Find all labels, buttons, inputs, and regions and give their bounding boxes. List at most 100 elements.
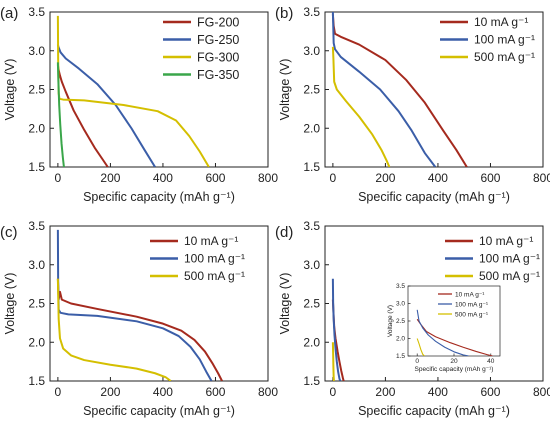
panel-b-x-axis-title: Specific capacity (mAh g⁻¹) bbox=[358, 190, 510, 204]
panel-b-series-line-2 bbox=[331, 46, 391, 167]
panel-d-inset-legend: 10 mA g⁻¹ 100 mA g⁻¹ 500 mA g⁻¹ bbox=[438, 291, 489, 318]
panel-d-inset-x-tick-label: 40 bbox=[487, 358, 495, 365]
panel-d-legend-label-0: 10 mA g⁻¹ bbox=[479, 234, 533, 248]
panel-b-y-tick-label: 3.0 bbox=[303, 44, 320, 58]
panel-b-legend-label-0: 10 mA g⁻¹ bbox=[474, 15, 528, 29]
panel-b-legend-label-1: 100 mA g⁻¹ bbox=[474, 33, 535, 47]
panel-b-x-tick-label: 800 bbox=[533, 171, 550, 185]
panel-d-y-tick-label: 3.0 bbox=[303, 258, 320, 272]
panel-c-y-tick-label: 2.5 bbox=[28, 297, 45, 311]
panel-a-x-tick-label: 200 bbox=[100, 171, 120, 185]
panel-d-inset-legend-label-1: 100 mA g⁻¹ bbox=[455, 301, 489, 308]
panel-c-x-axis-title: Specific capacity (mAh g⁻¹) bbox=[83, 404, 235, 418]
panel-c-x-tick-label: 200 bbox=[100, 385, 120, 399]
panel-d-label: (d) bbox=[275, 224, 293, 241]
panel-c-plot-frame bbox=[49, 225, 269, 382]
panel-a-legend: FG-200 FG-250 FG-300 FG-350 bbox=[163, 15, 239, 82]
panel-b-y-tick-label: 3.5 bbox=[303, 5, 320, 19]
panel-d-inset-y-tick-label: 2.5 bbox=[396, 318, 405, 325]
panel-a-series-line-0 bbox=[56, 64, 109, 167]
panel-d-y-tick-label: 2.5 bbox=[303, 297, 320, 311]
panel-c-legend-label-2: 500 mA g⁻¹ bbox=[184, 269, 245, 283]
panel-b-y-tick-label: 2.0 bbox=[303, 121, 320, 135]
panel-d-series-line-1 bbox=[331, 278, 342, 381]
panel-d-x-tick-label: 200 bbox=[375, 385, 395, 399]
panel-a-x-tick-label: 800 bbox=[258, 171, 278, 185]
panel-c-y-axis-title: Voltage (V) bbox=[3, 273, 17, 335]
panel-b-y-axis-title: Voltage (V) bbox=[278, 59, 292, 121]
panel-b-y-tick-label: 1.5 bbox=[303, 160, 320, 174]
panel-c-legend-label-0: 10 mA g⁻¹ bbox=[184, 234, 238, 248]
panel-c-y-tick-label: 3.0 bbox=[28, 258, 45, 272]
panel-d-legend-label-1: 100 mA g⁻¹ bbox=[479, 252, 540, 266]
panel-d-inset-y-tick-label: 2.0 bbox=[396, 336, 405, 343]
panel-d-x-tick-label: 400 bbox=[428, 385, 448, 399]
panel-b-x-tick-label: 600 bbox=[480, 171, 500, 185]
panel-d-y-tick-label: 3.5 bbox=[303, 219, 320, 233]
panel-d-x-tick-label: 800 bbox=[533, 385, 550, 399]
panel-a-y-tick-label: 2.5 bbox=[28, 83, 45, 97]
panel-c-axes: 0 200 400 600 800 1.5 2.0 2.5 3.0 3.5 Specific cap… bbox=[3, 219, 278, 418]
panel-d-y-tick-label: 2.0 bbox=[303, 335, 320, 349]
panel-c-x-tick-label: 0 bbox=[55, 385, 62, 399]
panel-a-y-axis-title: Voltage (V) bbox=[3, 59, 17, 121]
panel-d-x-axis-title: Specific capacity (mAh g⁻¹) bbox=[358, 404, 510, 418]
panel-a-legend-label-2: FG-300 bbox=[197, 50, 239, 64]
panel-a-y-tick-label: 2.0 bbox=[28, 121, 45, 135]
panel-b-series-line-0 bbox=[331, 14, 468, 167]
panel-a-y-tick-label: 3.0 bbox=[28, 44, 45, 58]
panel-d-x-tick-label: 600 bbox=[480, 385, 500, 399]
panel-d-inset-x-axis-title: Specific capacity (mAh g⁻¹) bbox=[415, 366, 494, 373]
panel-c-x-tick-label: 400 bbox=[153, 385, 173, 399]
panel-d-y-tick-label: 1.5 bbox=[303, 374, 320, 388]
panel-a-y-tick-label: 3.5 bbox=[28, 5, 45, 19]
panel-a-legend-label-1: FG-250 bbox=[197, 33, 239, 47]
panel-d-inset-y-axis-title: Voltage (V) bbox=[387, 305, 394, 337]
panel-d-legend-label-2: 500 mA g⁻¹ bbox=[479, 269, 540, 283]
panel-d-inset-series-line-1 bbox=[416, 309, 469, 356]
panel-a-y-tick-label: 1.5 bbox=[28, 160, 45, 174]
panel-b-y-tick-label: 2.5 bbox=[303, 83, 320, 97]
panel-c-legend: 10 mA g⁻¹ 100 mA g⁻¹ 500 mA g⁻¹ bbox=[150, 234, 245, 283]
panel-b-legend-label-2: 500 mA g⁻¹ bbox=[474, 50, 535, 64]
panel-d-y-axis-title: Voltage (V) bbox=[278, 273, 292, 335]
panel-b-series-line-1 bbox=[331, 12, 437, 167]
panel-a-series-line-1 bbox=[56, 44, 156, 167]
panel-d-series-line-2 bbox=[331, 342, 335, 381]
panel-c-label: (c) bbox=[0, 224, 18, 241]
panel-d-legend: 10 mA g⁻¹ 100 mA g⁻¹ 500 mA g⁻¹ bbox=[445, 234, 540, 283]
panel-c-y-tick-label: 3.5 bbox=[28, 219, 45, 233]
panel-a-series-line-3 bbox=[56, 62, 65, 167]
panel-b-axes: 0 200 400 600 800 1.5 2.0 2.5 3.0 3.5 Specific cap… bbox=[278, 5, 550, 204]
panel-d-inset-legend-label-0: 10 mA g⁻¹ bbox=[455, 291, 485, 298]
panel-c-y-tick-label: 2.0 bbox=[28, 335, 45, 349]
panel-c-series-line-2 bbox=[56, 278, 172, 381]
panel-a-x-axis-title: Specific capacity (mAh g⁻¹) bbox=[83, 190, 235, 204]
panel-d-inset-y-tick-label: 3.0 bbox=[396, 301, 405, 308]
panel-b-x-tick-label: 0 bbox=[330, 171, 337, 185]
panel-a-x-tick-label: 400 bbox=[153, 171, 173, 185]
panel-a-label: (a) bbox=[0, 5, 18, 22]
panel-a-legend-label-0: FG-200 bbox=[197, 15, 239, 29]
panel-d-inset-x-tick-label: 0 bbox=[415, 358, 419, 365]
panel-d-x-tick-label: 0 bbox=[330, 385, 337, 399]
panel-a-legend-label-3: FG-350 bbox=[197, 68, 239, 82]
panel-a-axes: 0 200 400 600 800 1.5 2.0 2.5 3.0 3.5 Specific cap… bbox=[3, 5, 278, 204]
panel-c-y-tick-label: 1.5 bbox=[28, 374, 45, 388]
panel-b-x-tick-label: 200 bbox=[375, 171, 395, 185]
panel-c-legend-label-1: 100 mA g⁻¹ bbox=[184, 252, 245, 266]
panel-b-legend: 10 mA g⁻¹ 100 mA g⁻¹ 500 mA g⁻¹ bbox=[440, 15, 535, 64]
panel-d-inset-series-line-2 bbox=[416, 338, 425, 356]
panel-c-series-line-0 bbox=[56, 278, 223, 381]
panel-d-inset-y-tick-label: 3.5 bbox=[396, 283, 405, 290]
panel-c-x-tick-label: 600 bbox=[205, 385, 225, 399]
panel-d-inset-legend-label-2: 500 mA g⁻¹ bbox=[455, 311, 489, 318]
panel-c-x-tick-label: 800 bbox=[258, 385, 278, 399]
panel-b-x-tick-label: 400 bbox=[428, 171, 448, 185]
panel-d-inset-plot-frame bbox=[407, 285, 501, 357]
panel-a-x-tick-label: 600 bbox=[205, 171, 225, 185]
panel-b-label: (b) bbox=[275, 5, 293, 22]
panel-d-inset-x-tick-label: 20 bbox=[450, 358, 458, 365]
